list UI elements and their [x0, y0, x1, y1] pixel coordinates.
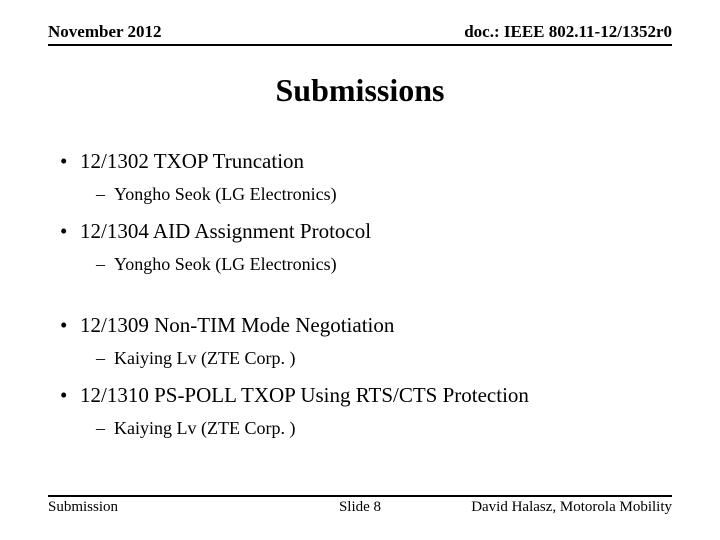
slide-footer: Submission Slide 8 David Halasz, Motorol… [48, 495, 672, 516]
slide-header: November 2012 doc.: IEEE 802.11-12/1352r… [48, 22, 672, 46]
list-item: 12/1309 Non-TIM Mode Negotiation [56, 313, 672, 338]
slide-title: Submissions [48, 72, 672, 109]
list-item: 12/1302 TXOP Truncation [56, 149, 672, 174]
list-item-author: Yongho Seok (LG Electronics) [56, 184, 672, 205]
header-date: November 2012 [48, 22, 161, 42]
header-doc-id: doc.: IEEE 802.11-12/1352r0 [464, 22, 672, 42]
submissions-list: 12/1302 TXOP Truncation Yongho Seok (LG … [48, 149, 672, 439]
list-item-author: Kaiying Lv (ZTE Corp. ) [56, 418, 672, 439]
list-item: 12/1310 PS-POLL TXOP Using RTS/CTS Prote… [56, 383, 672, 408]
list-item: 12/1304 AID Assignment Protocol [56, 219, 672, 244]
spacer [56, 289, 672, 309]
footer-slide-number: Slide 8 [339, 499, 381, 516]
list-item-author: Kaiying Lv (ZTE Corp. ) [56, 348, 672, 369]
footer-author: David Halasz, Motorola Mobility [471, 499, 672, 516]
footer-left: Submission [48, 499, 118, 516]
list-item-author: Yongho Seok (LG Electronics) [56, 254, 672, 275]
